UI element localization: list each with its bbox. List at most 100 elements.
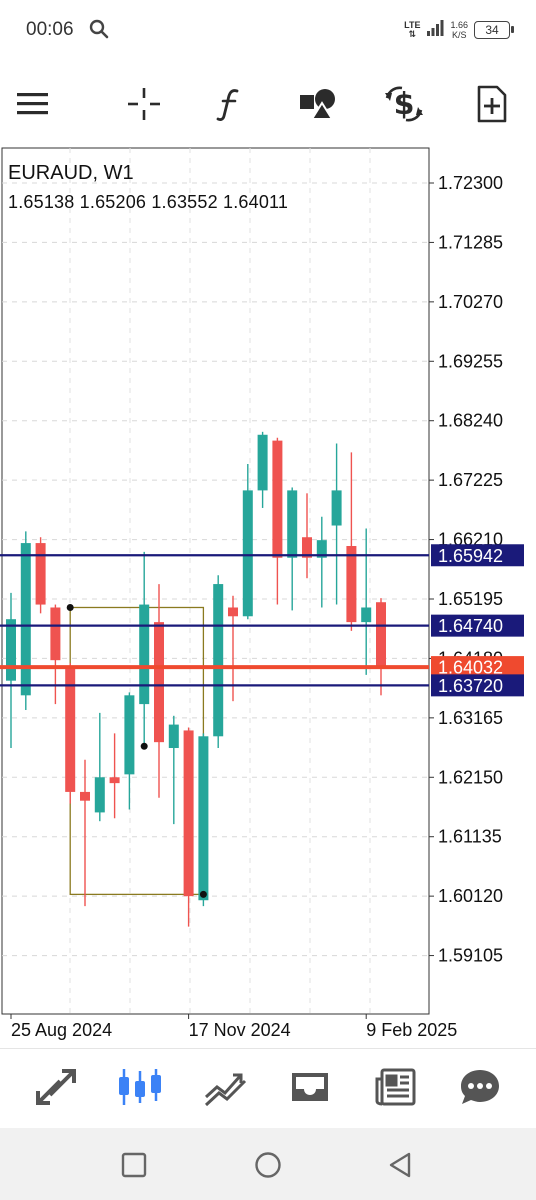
candle-body	[302, 537, 312, 558]
battery-level: 34	[485, 23, 499, 37]
candle-body	[272, 440, 283, 558]
candle-body	[376, 602, 386, 669]
status-time: 00:06	[26, 19, 74, 40]
svg-text:$: $	[394, 87, 415, 122]
y-tick-label: 1.62150	[438, 767, 503, 787]
horizontal-level-label: 1.63720	[438, 676, 503, 696]
dollar-exchange-icon: $	[385, 86, 423, 122]
chart-toolbar: $	[0, 62, 536, 142]
tab-quotes[interactable]	[32, 1065, 80, 1109]
y-tick-label: 1.60120	[438, 886, 503, 906]
candle-body	[257, 434, 268, 491]
candle-body	[361, 607, 372, 623]
horizontal-level-tag	[431, 614, 524, 637]
new-order-button[interactable]	[470, 82, 514, 126]
x-tick-label: 25 Aug 2024	[11, 1020, 112, 1040]
current-price-label: 1.64032	[438, 658, 503, 678]
horizontal-level-tag	[431, 674, 524, 697]
square-icon	[121, 1152, 147, 1178]
candle-body	[242, 490, 253, 617]
y-tick-label: 1.59105	[438, 946, 503, 966]
candle-body	[213, 584, 224, 737]
candle-body	[228, 607, 238, 617]
home-button[interactable]	[253, 1150, 283, 1180]
trade-icon	[204, 1073, 247, 1107]
candle-body	[346, 546, 357, 623]
chart-canvas[interactable]: 1.72300 1.71285 1.70270 1.69255 1.68240 1.672…	[0, 146, 536, 1046]
candle-body	[6, 619, 16, 681]
trade-button[interactable]: $	[382, 82, 426, 126]
battery-icon: 34	[474, 21, 514, 39]
y-tick-label: 1.71285	[438, 232, 503, 252]
candle-body	[35, 543, 46, 605]
status-indicators: LTE ⇅ 1.66 K/S 34	[404, 16, 514, 44]
candle-body	[183, 730, 194, 897]
candle-body	[80, 791, 90, 801]
y-tick-label: 1.69255	[438, 351, 503, 371]
system-navigation	[0, 1128, 536, 1200]
triangle-back-icon	[389, 1152, 411, 1178]
objects-icon	[300, 89, 335, 120]
x-tick-label: 17 Nov 2024	[189, 1020, 291, 1040]
menu-icon	[17, 93, 48, 115]
candle-body	[331, 490, 342, 526]
quotes-icon	[36, 1069, 76, 1105]
y-tick-label: 1.67225	[438, 470, 503, 490]
indicators-button[interactable]	[208, 82, 252, 126]
candle-body	[94, 777, 105, 813]
new-order-icon	[477, 85, 507, 123]
tab-messages[interactable]	[456, 1065, 504, 1109]
back-button[interactable]	[385, 1150, 415, 1180]
horizontal-level-label: 1.65942	[438, 546, 503, 566]
plot-frame	[1, 147, 430, 1015]
messages-icon	[461, 1070, 499, 1104]
y-tick-label: 1.70270	[438, 292, 503, 312]
circle-icon	[255, 1152, 281, 1178]
y-tick-label: 1.63165	[438, 708, 503, 728]
recent-apps-button[interactable]	[119, 1150, 149, 1180]
tab-history[interactable]	[286, 1065, 334, 1109]
x-tick-label: 9 Feb 2025	[366, 1020, 457, 1040]
point-marker	[66, 603, 74, 611]
crosshair-button[interactable]	[122, 82, 166, 126]
point-marker	[140, 742, 148, 750]
chart-icon	[119, 1069, 161, 1105]
point-marker	[199, 890, 207, 898]
tab-chart[interactable]	[116, 1065, 164, 1109]
tab-news[interactable]	[372, 1065, 420, 1109]
bottom-navigation	[0, 1048, 536, 1129]
candle-body	[198, 736, 209, 901]
status-bar: 00:06 LTE ⇅ 1.66 K/S 34	[0, 0, 536, 62]
candle-body	[65, 666, 76, 792]
candle-body	[316, 540, 327, 558]
candle-body	[20, 543, 31, 696]
horizontal-level-label: 1.64740	[438, 616, 503, 636]
candle-body	[139, 604, 150, 705]
candle-body	[154, 622, 164, 743]
y-tick-label: 1.65195	[438, 589, 503, 609]
objects-button[interactable]	[296, 82, 340, 126]
network-speed: 1.66 K/S	[450, 20, 468, 40]
y-tick-label: 1.68240	[438, 411, 503, 431]
y-tick-label: 1.61135	[438, 827, 502, 847]
candle-body	[287, 490, 298, 558]
indicators-icon	[216, 89, 239, 121]
candle-body	[109, 777, 120, 784]
y-tick-label: 1.72300	[438, 173, 503, 193]
signal-icon	[426, 19, 444, 42]
candle-body	[168, 724, 179, 749]
chart-symbol: EURAUD, W1	[8, 162, 134, 184]
tab-trade[interactable]	[202, 1065, 250, 1109]
menu-button[interactable]	[11, 82, 55, 126]
candle-body	[50, 607, 61, 661]
search-icon	[88, 18, 110, 45]
history-icon	[292, 1073, 328, 1101]
chart-ohlc: 1.65138 1.65206 1.63552 1.64011	[8, 192, 289, 212]
crosshair-icon	[128, 88, 160, 120]
horizontal-level-tag	[431, 544, 524, 567]
news-icon	[375, 1068, 416, 1106]
price-chart[interactable]: 1.72300 1.71285 1.70270 1.69255 1.68240 1.672…	[0, 146, 536, 1046]
candle-body	[124, 695, 135, 775]
current-price-tag	[431, 656, 524, 679]
network-type: LTE ⇅	[404, 20, 421, 39]
